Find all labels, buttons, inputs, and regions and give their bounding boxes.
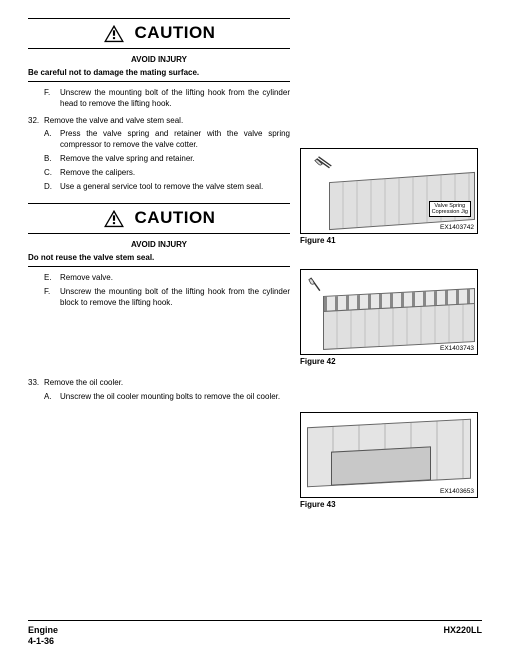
step-text: Remove valve. [60, 273, 290, 284]
figure-42-caption: Figure 42 [300, 357, 480, 366]
step-text: Unscrew the mounting bolt of the lifting… [60, 287, 290, 309]
figure-42-code: EX1403743 [440, 345, 474, 352]
figure-43: EX1403653 [300, 412, 478, 498]
step-text: Press the valve spring and retainer with… [60, 129, 290, 151]
step-text: Unscrew the oil cooler mounting bolts to… [60, 392, 290, 403]
avoid-injury-2: AVOID INJURY [28, 240, 290, 249]
footer-model: HX220LL [443, 625, 482, 647]
step-32c: C. Remove the calipers. [28, 168, 290, 179]
caution-title-1: CAUTION [135, 23, 216, 43]
caution-warn-1: Be careful not to damage the mating surf… [28, 68, 290, 82]
step-text: Use a general service tool to remove the… [60, 182, 290, 193]
left-column: CAUTION AVOID INJURY Be careful not to d… [28, 18, 290, 521]
step-letter: B. [28, 154, 60, 165]
caution-box-2: CAUTION [28, 203, 290, 234]
step-33a: A. Unscrew the oil cooler mounting bolts… [28, 392, 290, 403]
step-letter: F. [28, 88, 60, 110]
step-32f: F. Unscrew the mounting bolt of the lift… [28, 287, 290, 309]
step-letter: F. [28, 287, 60, 309]
figure-41-label: Valve Spring Copression Jig [429, 201, 471, 217]
step-letter: E. [28, 273, 60, 284]
step-32: 32. Remove the valve and valve stem seal… [28, 116, 290, 127]
step-32b: B. Remove the valve spring and retainer. [28, 154, 290, 165]
warning-triangle-icon [103, 24, 125, 43]
caution-box-1: CAUTION [28, 18, 290, 49]
step-32e: E. Remove valve. [28, 273, 290, 284]
caution-title-2: CAUTION [135, 208, 216, 228]
footer-section: Engine [28, 625, 58, 636]
step-letter: A. [28, 392, 60, 403]
step-letter: D. [28, 182, 60, 193]
step-number: 33. [28, 378, 44, 389]
step-text: Unscrew the mounting bolt of the lifting… [60, 88, 290, 110]
step-33: 33. Remove the oil cooler. [28, 378, 290, 389]
step-letter: C. [28, 168, 60, 179]
step-letter: A. [28, 129, 60, 151]
caution-warn-2: Do not reuse the valve stem seal. [28, 253, 290, 267]
figure-41: Valve Spring Copression Jig EX1403742 [300, 148, 478, 234]
step-text: Remove the valve and valve stem seal. [44, 116, 290, 127]
step-text: Remove the calipers. [60, 168, 290, 179]
page-footer: Engine 4-1-36 HX220LL [28, 620, 482, 647]
step-32d: D. Use a general service tool to remove … [28, 182, 290, 193]
figure-41-code: EX1403742 [440, 224, 474, 231]
figure-41-caption: Figure 41 [300, 236, 480, 245]
figure-43-caption: Figure 43 [300, 500, 480, 509]
avoid-injury-1: AVOID INJURY [28, 55, 290, 64]
footer-page: 4-1-36 [28, 636, 58, 647]
hand-tool-icon [307, 276, 329, 298]
step-text: Remove the valve spring and retainer. [60, 154, 290, 165]
step-32a: A. Press the valve spring and retainer w… [28, 129, 290, 151]
right-column: Valve Spring Copression Jig EX1403742 Fi… [300, 18, 480, 521]
figure-43-code: EX1403653 [440, 488, 474, 495]
hand-tool-icon [313, 155, 335, 177]
step-number: 32. [28, 116, 44, 127]
step-f1: F. Unscrew the mounting bolt of the lift… [28, 88, 290, 110]
step-text: Remove the oil cooler. [44, 378, 290, 389]
figure-42: EX1403743 [300, 269, 478, 355]
warning-triangle-icon [103, 209, 125, 228]
